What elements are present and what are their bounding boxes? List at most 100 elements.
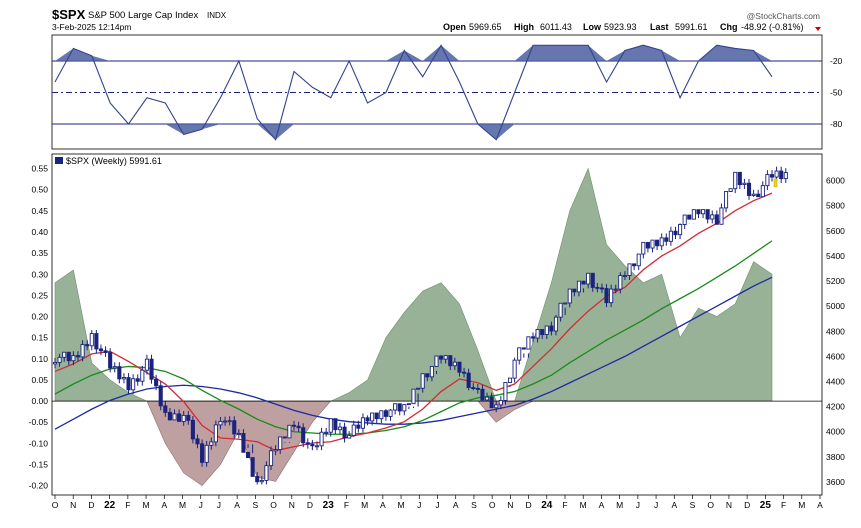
candle-body <box>167 411 172 421</box>
candle-body <box>774 170 779 178</box>
open-label: Open <box>443 22 466 32</box>
x-tick-label: J <box>435 500 439 510</box>
candle-body <box>475 387 480 390</box>
candle-body <box>760 185 765 198</box>
candle-body <box>71 355 76 362</box>
right-axis-tick-label: 4200 <box>826 402 845 412</box>
candle-body <box>765 174 770 187</box>
candle-body <box>268 450 274 467</box>
x-tick-label: A <box>453 500 459 510</box>
x-tick-label: D <box>744 500 750 510</box>
left-axis-tick-label: -0.05 <box>29 417 49 427</box>
candle-body <box>227 420 232 423</box>
candle-body <box>673 230 678 236</box>
right-axis-tick-label: 4000 <box>826 427 845 437</box>
candle-body <box>507 377 513 383</box>
low-value: 5923.93 <box>604 22 637 32</box>
candle-body <box>296 425 301 429</box>
x-tick-label: O <box>52 500 59 510</box>
candle-body <box>664 237 669 242</box>
candle-body <box>287 424 292 439</box>
candle-body <box>756 193 761 198</box>
right-axis-tick-label: 6000 <box>826 176 845 186</box>
oscillator-panel: -20 -50 -80 <box>52 44 843 141</box>
x-tick-label: F <box>562 500 567 510</box>
candle-body <box>223 420 228 423</box>
candle-body <box>448 355 453 367</box>
candle-body <box>452 361 457 367</box>
candle-body <box>553 316 559 332</box>
x-tick-label: N <box>507 500 513 510</box>
left-axis-tick-label: -0.20 <box>29 481 49 491</box>
candle-body <box>567 288 572 304</box>
candle-body <box>181 414 186 422</box>
candle-body <box>682 214 687 225</box>
candle-body <box>75 355 81 358</box>
candle-body <box>521 347 526 350</box>
right-axis-tick-label: 4600 <box>826 351 845 361</box>
candle-body <box>232 420 237 435</box>
candle-body <box>678 224 683 236</box>
candle-body <box>301 427 306 444</box>
candle-body <box>710 214 715 220</box>
candle-body <box>783 172 788 180</box>
left-axis-tick-label: 0.30 <box>31 269 48 279</box>
watermark: @StockCharts.com <box>747 11 820 21</box>
candle-body <box>728 188 733 192</box>
candle-body <box>540 329 545 335</box>
x-tick-label: 23 <box>323 500 335 511</box>
candle-body <box>581 280 586 285</box>
candle-body <box>609 288 614 304</box>
osc-tick-label: -80 <box>830 119 843 129</box>
last-candle-marker <box>773 178 778 188</box>
candle-body <box>599 287 604 290</box>
candle-body <box>351 424 356 436</box>
candle-body <box>250 457 255 477</box>
candle-body <box>98 348 104 352</box>
candle-body <box>462 371 467 374</box>
right-axis-tick-label: 5600 <box>826 226 845 236</box>
x-tick-label: M <box>580 500 587 510</box>
candle-body <box>319 431 324 447</box>
left-axis-tick-label: -0.15 <box>29 460 49 470</box>
osc-tick-label: -50 <box>830 88 843 98</box>
candle-body <box>264 465 269 481</box>
candle-body <box>668 230 673 242</box>
candle-body <box>535 329 540 339</box>
left-axis-tick-label: 0.25 <box>31 290 48 300</box>
candle-body <box>595 286 600 289</box>
candle-body <box>746 182 752 196</box>
x-tick-label: J <box>417 500 421 510</box>
candle-body <box>443 355 448 360</box>
candle-body <box>121 377 126 380</box>
candle-body <box>714 214 719 225</box>
right-axis-tick-label: 5400 <box>826 251 845 261</box>
candle-body <box>328 418 333 433</box>
candle-body <box>416 387 421 390</box>
high-label: High <box>514 22 534 32</box>
candle-body <box>190 419 195 440</box>
candle-body <box>544 325 549 335</box>
candle-body <box>337 426 343 431</box>
candle-body <box>259 479 264 483</box>
candle-body <box>255 475 260 483</box>
candle-body <box>62 351 67 358</box>
candle-body <box>379 410 384 420</box>
x-tick-label: M <box>143 500 150 510</box>
x-tick-label: D <box>526 500 532 510</box>
candle-body <box>282 436 287 439</box>
candle-body <box>655 239 660 247</box>
x-tick-label: M <box>361 500 368 510</box>
symbol: $SPX <box>52 7 86 22</box>
candle-body <box>558 302 563 318</box>
left-axis-tick-label: 0.20 <box>31 312 48 322</box>
candle-body <box>195 438 200 445</box>
candle-body <box>52 361 58 365</box>
candle-body <box>347 435 352 439</box>
legend-swatch <box>55 157 63 164</box>
chg-value: -48.92 (-0.81%) <box>741 22 804 32</box>
x-tick-label: A <box>671 500 677 510</box>
left-axis-tick-label: -0.10 <box>29 438 49 448</box>
candle-body <box>374 412 379 420</box>
candle-body <box>498 400 503 406</box>
